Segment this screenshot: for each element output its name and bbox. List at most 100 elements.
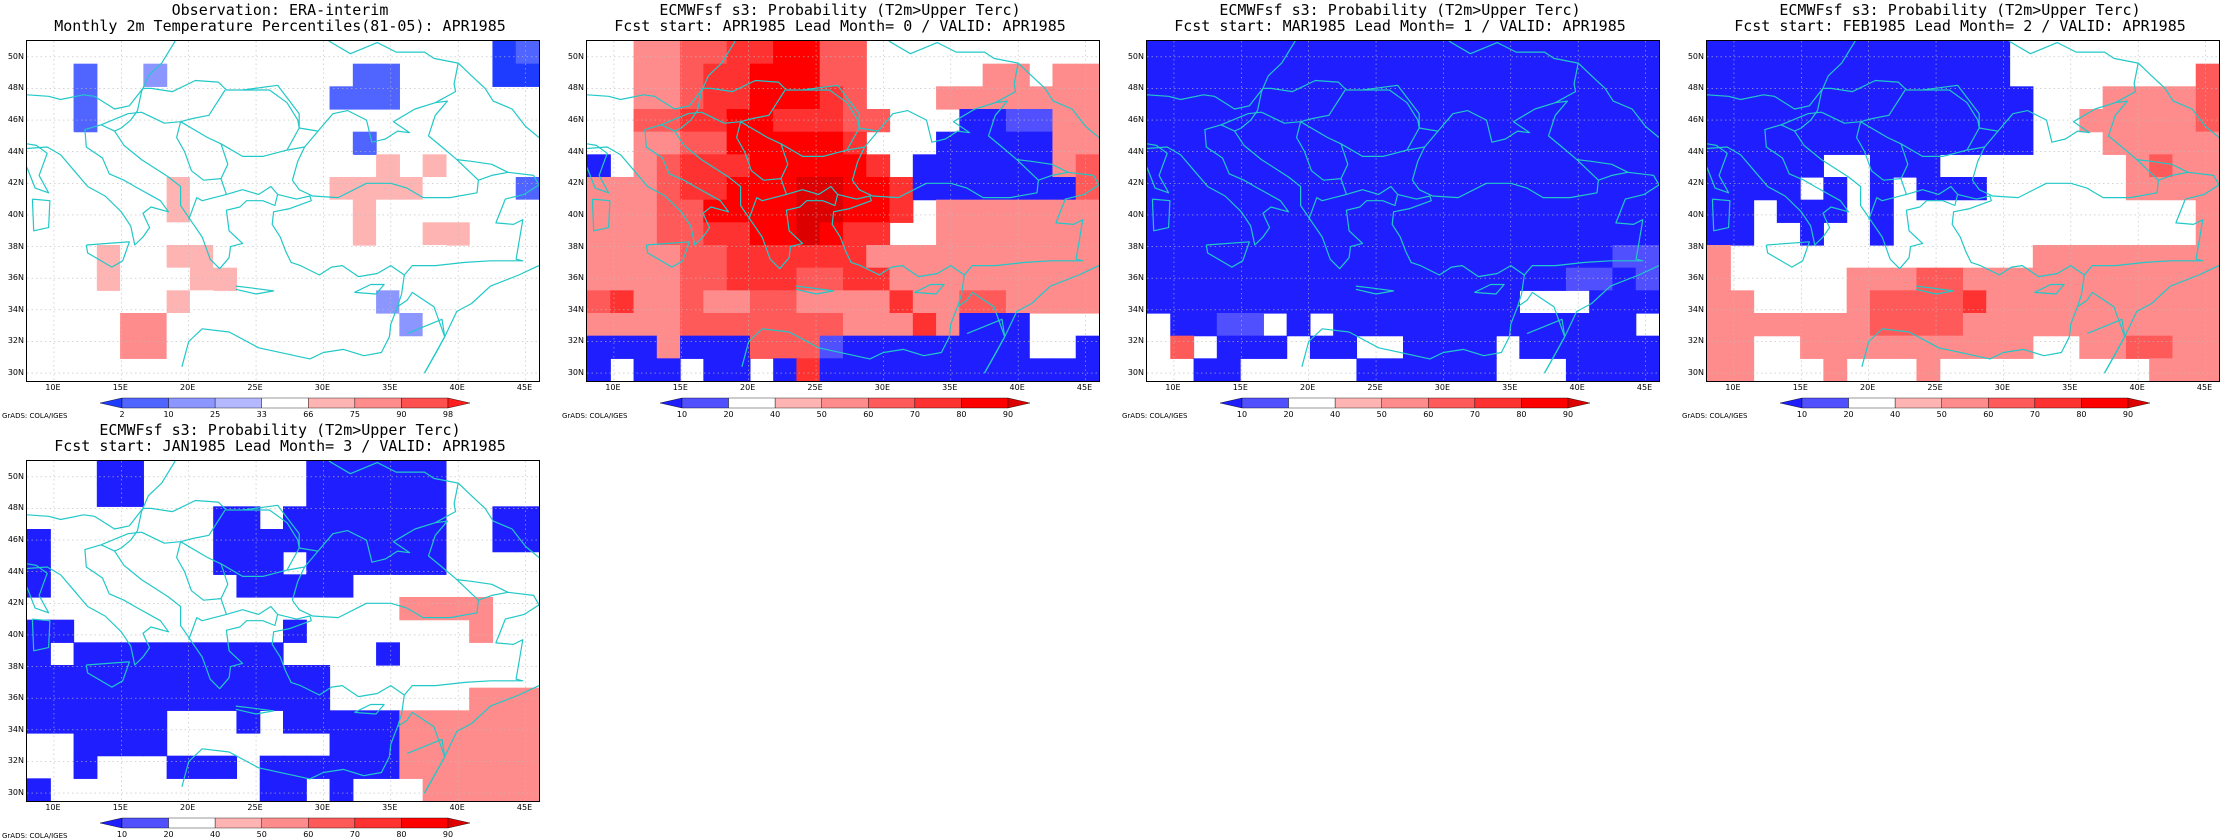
legend-label: 20 xyxy=(723,410,734,419)
grid-cell xyxy=(1147,41,1171,65)
grid-cell xyxy=(1565,86,1590,110)
grid-cell xyxy=(376,177,400,201)
grid-cell xyxy=(1449,63,1474,87)
grid-cell xyxy=(1147,199,1171,223)
grid-cell xyxy=(587,199,611,223)
grid-cell xyxy=(2009,290,2034,314)
coastline xyxy=(1147,79,1439,132)
grid-cell xyxy=(189,290,214,314)
grid-cell xyxy=(912,335,937,359)
grid-cell xyxy=(633,154,658,178)
grid-cell xyxy=(306,483,331,507)
grid-cell xyxy=(633,358,658,381)
grid-cell xyxy=(1776,177,1801,201)
legend-label: 50 xyxy=(1936,410,1947,419)
grid-cell xyxy=(1776,86,1801,110)
map-frame xyxy=(1706,40,2220,382)
grid-cell xyxy=(796,154,821,178)
grid-cell xyxy=(866,199,891,223)
longitude-tick-label: 20E xyxy=(180,383,196,392)
legend-label: 33 xyxy=(256,410,267,419)
coastline xyxy=(242,89,300,151)
grid-cell xyxy=(889,199,914,223)
grid-cell xyxy=(1519,177,1544,201)
legend-swatch xyxy=(1848,397,1896,409)
grid-cell xyxy=(889,267,914,291)
coastline xyxy=(181,193,405,367)
grid-cell xyxy=(352,506,377,530)
coastline xyxy=(1860,121,1909,179)
grid-cell xyxy=(143,665,168,689)
grid-cell xyxy=(1707,131,1731,155)
grid-cell xyxy=(703,358,728,381)
legend-swatch xyxy=(1219,397,1243,409)
legend-swatch xyxy=(914,397,962,409)
latitude-tick-label: 30N xyxy=(1687,368,1704,378)
latitude-tick-label: 48N xyxy=(567,83,584,93)
grid-cell xyxy=(1589,109,1614,133)
grid-cell xyxy=(1403,290,1427,314)
grid-cell xyxy=(1496,313,1520,337)
longitude-tick-label: 30E xyxy=(314,803,331,812)
grid-cell xyxy=(749,245,774,269)
grid-cell xyxy=(1052,177,1077,201)
grid-cell xyxy=(1986,109,2011,133)
grid-cell xyxy=(1823,313,1848,337)
grid-cell xyxy=(236,574,261,598)
map-canvas xyxy=(1147,41,1659,381)
grads-credit: GrADS: COLA/IGES xyxy=(1682,412,1748,420)
grid-cell xyxy=(703,245,728,269)
coastline xyxy=(587,143,610,194)
grid-cell xyxy=(1565,63,1590,87)
grid-cell xyxy=(166,313,191,337)
grid-cell xyxy=(120,733,144,757)
grid-cell xyxy=(1893,63,1918,87)
grid-cell xyxy=(1707,63,1731,87)
latitude-tick-label: 50N xyxy=(7,471,24,481)
grid-cell xyxy=(259,755,284,779)
grid-cell xyxy=(306,665,331,689)
grid-cell xyxy=(50,665,75,689)
coastline xyxy=(100,544,279,690)
grid-cell xyxy=(843,86,867,110)
grid-cell xyxy=(329,733,354,757)
grid-cell xyxy=(515,710,539,734)
grid-cell xyxy=(352,222,377,246)
grid-cell xyxy=(50,687,75,711)
grid-cell xyxy=(1356,199,1381,223)
grid-cell xyxy=(2149,131,2174,155)
grid-cell xyxy=(796,41,821,65)
grid-cell xyxy=(656,267,681,291)
grid-cell xyxy=(1426,109,1451,133)
grid-cell xyxy=(1589,222,1614,246)
latitude-tick-label: 38N xyxy=(567,241,584,251)
grid-cell xyxy=(703,267,728,291)
grid-cell xyxy=(796,177,821,201)
grid-cell xyxy=(656,335,681,359)
grid-cell xyxy=(1379,358,1404,381)
grid-cell xyxy=(1823,131,1848,155)
grid-cell xyxy=(1565,222,1590,246)
legend-label: 40 xyxy=(1330,410,1341,419)
grid-cell xyxy=(492,131,517,155)
grid-cell xyxy=(819,154,844,178)
grid-cell xyxy=(96,642,121,666)
panel-title: ECMWFsf s3: Probability (T2m>Upper Terc) xyxy=(1779,1,2141,19)
grid-cell xyxy=(749,199,774,223)
coastline xyxy=(1900,143,1985,158)
grid-cell xyxy=(1612,177,1637,201)
latitude-tick-label: 30N xyxy=(567,368,584,378)
grid-cell xyxy=(492,199,517,223)
grid-cell xyxy=(1472,313,1497,337)
grid-cell xyxy=(912,154,937,178)
grid-cell xyxy=(1426,131,1451,155)
grid-cell xyxy=(1869,335,1894,359)
grid-cell xyxy=(1263,41,1288,65)
legend-label: 20 xyxy=(163,830,174,839)
coastlines xyxy=(1147,41,1659,374)
grid-cell xyxy=(2125,109,2150,133)
grid-cell xyxy=(166,642,191,666)
coastline xyxy=(457,482,539,558)
grid-cell xyxy=(1496,154,1520,178)
coastline xyxy=(180,121,229,179)
